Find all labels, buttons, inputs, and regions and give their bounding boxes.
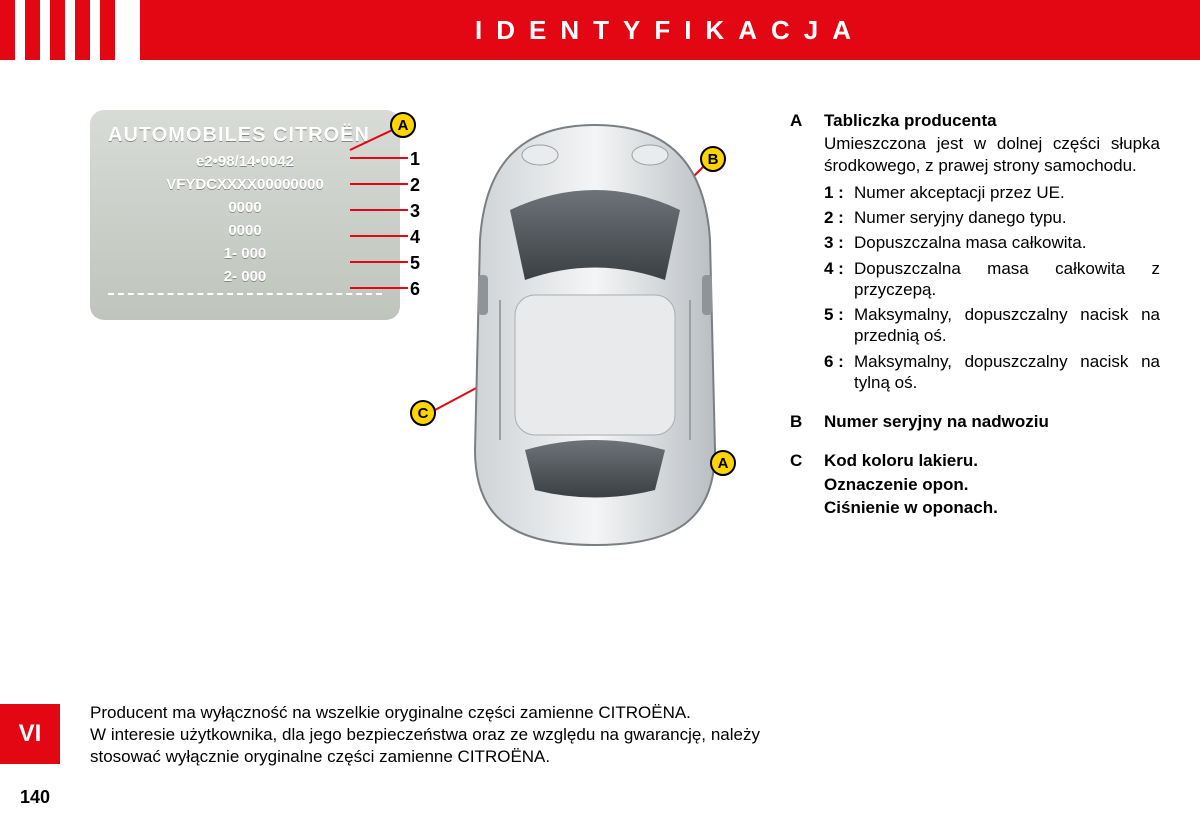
item-num: 2 : bbox=[824, 207, 854, 228]
section-heading: Kod koloru lakieru. bbox=[824, 450, 1160, 471]
plate-line: 2- 000 bbox=[108, 268, 382, 285]
chapter-badge: VI bbox=[0, 704, 60, 764]
item-text: Dopuszczalna masa całkowita. bbox=[854, 232, 1160, 253]
page-number: 140 bbox=[20, 787, 50, 808]
leader-num: 6 bbox=[410, 276, 420, 302]
plate-separator bbox=[108, 293, 382, 295]
item-text: Numer seryjny danego typu. bbox=[854, 207, 1160, 228]
car-top-view-icon bbox=[430, 120, 760, 550]
section-c-line: Ciśnienie w oponach. bbox=[824, 497, 1160, 518]
section-c-line: Oznaczenie opon. bbox=[824, 474, 1160, 495]
plate-leader-numbers: 1 2 3 4 5 6 bbox=[410, 146, 420, 302]
item-num: 5 : bbox=[824, 304, 854, 347]
item-num: 6 : bbox=[824, 351, 854, 394]
item-text: Maksymalny, dopuszczalny nacisk na przed… bbox=[854, 304, 1160, 347]
section-heading: Tabliczka producenta bbox=[824, 110, 1160, 131]
item-num: 1 : bbox=[824, 182, 854, 203]
bottom-p2: W interesie użytkownika, dla jego bezpie… bbox=[90, 724, 760, 768]
section-letter: B bbox=[790, 411, 824, 432]
section-letter: C bbox=[790, 450, 824, 471]
header-bar: IDENTYFIKACJA bbox=[140, 0, 1200, 60]
plate-line: 1- 000 bbox=[108, 245, 382, 262]
bottom-note: Producent ma wyłączność na wszelkie oryg… bbox=[90, 702, 760, 768]
item-text: Numer akceptacji przez UE. bbox=[854, 182, 1160, 203]
marker-a: A bbox=[390, 112, 416, 138]
plate-line: 0000 bbox=[108, 222, 382, 239]
marker-c: C bbox=[410, 400, 436, 426]
leader-num: 3 bbox=[410, 198, 420, 224]
plate-line: VFYDCXXXX00000000 bbox=[108, 176, 382, 193]
header-stripes bbox=[0, 0, 140, 60]
manufacturer-plate: AUTOMOBILES CITROËN e2•98/14•0042 VFYDCX… bbox=[90, 110, 400, 320]
section-desc: Umieszczona jest w dolnej części słupka … bbox=[824, 133, 1160, 176]
section-letter: A bbox=[790, 110, 824, 131]
diagram-area: AUTOMOBILES CITROËN e2•98/14•0042 VFYDCX… bbox=[90, 110, 770, 550]
plate-line: 0000 bbox=[108, 199, 382, 216]
bottom-p1: Producent ma wyłączność na wszelkie oryg… bbox=[90, 702, 760, 724]
page-title: IDENTYFIKACJA bbox=[475, 15, 865, 46]
item-text: Dopuszczalna masa całkowita z przyczepą. bbox=[854, 258, 1160, 301]
plate-brand: AUTOMOBILES CITROËN bbox=[108, 124, 382, 147]
marker-a: A bbox=[710, 450, 736, 476]
leader-num: 1 bbox=[410, 146, 420, 172]
section-a-list: 1 :Numer akceptacji przez UE. 2 :Numer s… bbox=[824, 182, 1160, 393]
leader-num: 2 bbox=[410, 172, 420, 198]
text-column: A Tabliczka producenta Umieszczona jest … bbox=[790, 110, 1160, 536]
section-c: C Kod koloru lakieru. Oznaczenie opon. C… bbox=[790, 450, 1160, 518]
item-num: 4 : bbox=[824, 258, 854, 301]
leader-num: 4 bbox=[410, 224, 420, 250]
item-num: 3 : bbox=[824, 232, 854, 253]
leader-num: 5 bbox=[410, 250, 420, 276]
section-a: A Tabliczka producenta Umieszczona jest … bbox=[790, 110, 1160, 393]
section-heading: Numer seryjny na nadwoziu bbox=[824, 411, 1160, 432]
marker-b: B bbox=[700, 146, 726, 172]
section-b: B Numer seryjny na nadwoziu bbox=[790, 411, 1160, 432]
plate-line: e2•98/14•0042 bbox=[108, 153, 382, 170]
item-text: Maksymalny, dopuszczalny nacisk na tylną… bbox=[854, 351, 1160, 394]
